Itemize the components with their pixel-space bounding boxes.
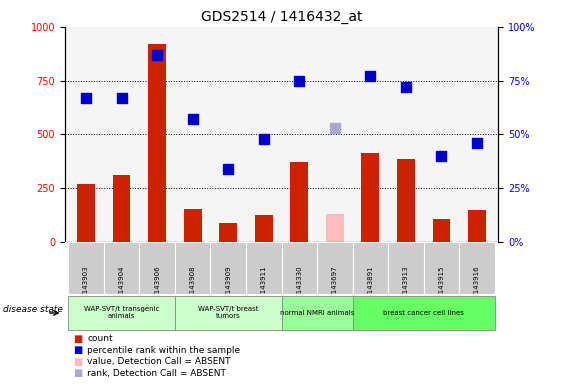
Bar	[361, 153, 379, 242]
Text: GSM143697: GSM143697	[332, 265, 338, 308]
Point	[117, 95, 126, 101]
Bar	[423, 242, 459, 294]
Point	[472, 140, 481, 146]
Point	[330, 125, 339, 131]
Bar	[77, 184, 95, 242]
Point	[82, 95, 91, 101]
Text: value, Detection Call = ABSENT: value, Detection Call = ABSENT	[87, 357, 231, 366]
Text: GSM143915: GSM143915	[439, 265, 444, 308]
Bar	[352, 242, 388, 294]
Bar	[211, 242, 246, 294]
Bar	[459, 242, 495, 294]
Text: disease state: disease state	[3, 305, 62, 314]
Bar	[326, 214, 343, 242]
Text: percentile rank within the sample: percentile rank within the sample	[87, 346, 240, 355]
Text: rank, Detection Call = ABSENT: rank, Detection Call = ABSENT	[87, 369, 226, 378]
Text: GSM143330: GSM143330	[296, 265, 302, 308]
Text: GDS2514 / 1416432_at: GDS2514 / 1416432_at	[201, 10, 362, 23]
Bar	[246, 242, 282, 294]
Bar	[175, 296, 282, 330]
Bar	[68, 242, 104, 294]
Bar	[148, 44, 166, 242]
Text: GSM143891: GSM143891	[367, 265, 373, 308]
Point	[295, 78, 304, 84]
Bar	[317, 242, 352, 294]
Point	[224, 166, 233, 172]
Bar	[291, 162, 308, 242]
Text: ■: ■	[73, 357, 82, 367]
Bar	[352, 296, 495, 330]
Text: GSM143903: GSM143903	[83, 265, 89, 308]
Text: GSM143911: GSM143911	[261, 265, 267, 308]
Text: ■: ■	[73, 334, 82, 344]
Text: GSM143906: GSM143906	[154, 265, 160, 308]
Bar	[397, 159, 415, 242]
Text: breast cancer cell lines: breast cancer cell lines	[383, 310, 464, 316]
Bar	[104, 242, 140, 294]
Point	[153, 52, 162, 58]
Bar	[175, 242, 211, 294]
Text: GSM143909: GSM143909	[225, 265, 231, 308]
Text: GSM143904: GSM143904	[119, 265, 124, 308]
Bar	[255, 215, 272, 242]
Bar	[282, 296, 352, 330]
Bar	[68, 296, 175, 330]
Text: GSM143913: GSM143913	[403, 265, 409, 308]
Bar	[432, 219, 450, 242]
Text: ■: ■	[73, 345, 82, 355]
Point	[401, 84, 410, 90]
Text: count: count	[87, 334, 113, 343]
Text: GSM143916: GSM143916	[474, 265, 480, 308]
Text: ■: ■	[73, 368, 82, 378]
Bar	[282, 242, 317, 294]
Text: WAP-SVT/t transgenic
animals: WAP-SVT/t transgenic animals	[84, 306, 159, 319]
Text: WAP-SVT/t breast
tumors: WAP-SVT/t breast tumors	[198, 306, 258, 319]
Bar	[468, 210, 486, 242]
Bar	[140, 242, 175, 294]
Point	[366, 73, 375, 79]
Bar	[184, 209, 202, 242]
Point	[259, 136, 268, 142]
Bar	[388, 242, 423, 294]
Text: GSM143908: GSM143908	[190, 265, 196, 308]
Text: normal NMRI animals: normal NMRI animals	[280, 310, 354, 316]
Bar	[113, 175, 131, 242]
Point	[188, 116, 197, 122]
Point	[437, 153, 446, 159]
Bar	[220, 223, 237, 242]
